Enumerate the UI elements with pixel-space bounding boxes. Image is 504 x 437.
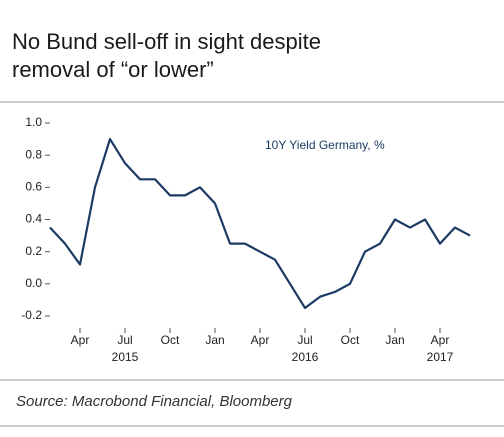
annotation: 10Y Yield Germany, % <box>265 138 385 152</box>
y-tick-label: 0.8 <box>25 147 42 161</box>
x-tick-label: Oct <box>341 333 360 347</box>
x-tick-label: Jan <box>385 333 404 347</box>
year-label: 2017 <box>427 350 454 364</box>
x-tick-label: Apr <box>71 333 90 347</box>
y-tick-label: 0.6 <box>25 180 42 194</box>
chart-title: No Bund sell-off in sight despite remova… <box>12 29 321 82</box>
year-label: 2015 <box>112 350 139 364</box>
y-tick-label: 0.0 <box>25 276 42 290</box>
y-tick-label: 0.4 <box>25 212 42 226</box>
year-label: 2016 <box>292 350 319 364</box>
x-tick-label: Jul <box>117 333 132 347</box>
x-tick-label: Apr <box>251 333 270 347</box>
y-tick-label: 1.0 <box>25 115 42 129</box>
series-line <box>49 137 471 310</box>
x-tick-label: Oct <box>161 333 180 347</box>
y-tick-label: -0.2 <box>21 308 42 322</box>
x-tick-label: Jan <box>205 333 224 347</box>
y-tick-label: 0.2 <box>25 244 42 258</box>
x-tick-label: Apr <box>431 333 450 347</box>
x-tick-label: Jul <box>297 333 312 347</box>
source: Source: Macrobond Financial, Bloomberg <box>16 393 292 410</box>
